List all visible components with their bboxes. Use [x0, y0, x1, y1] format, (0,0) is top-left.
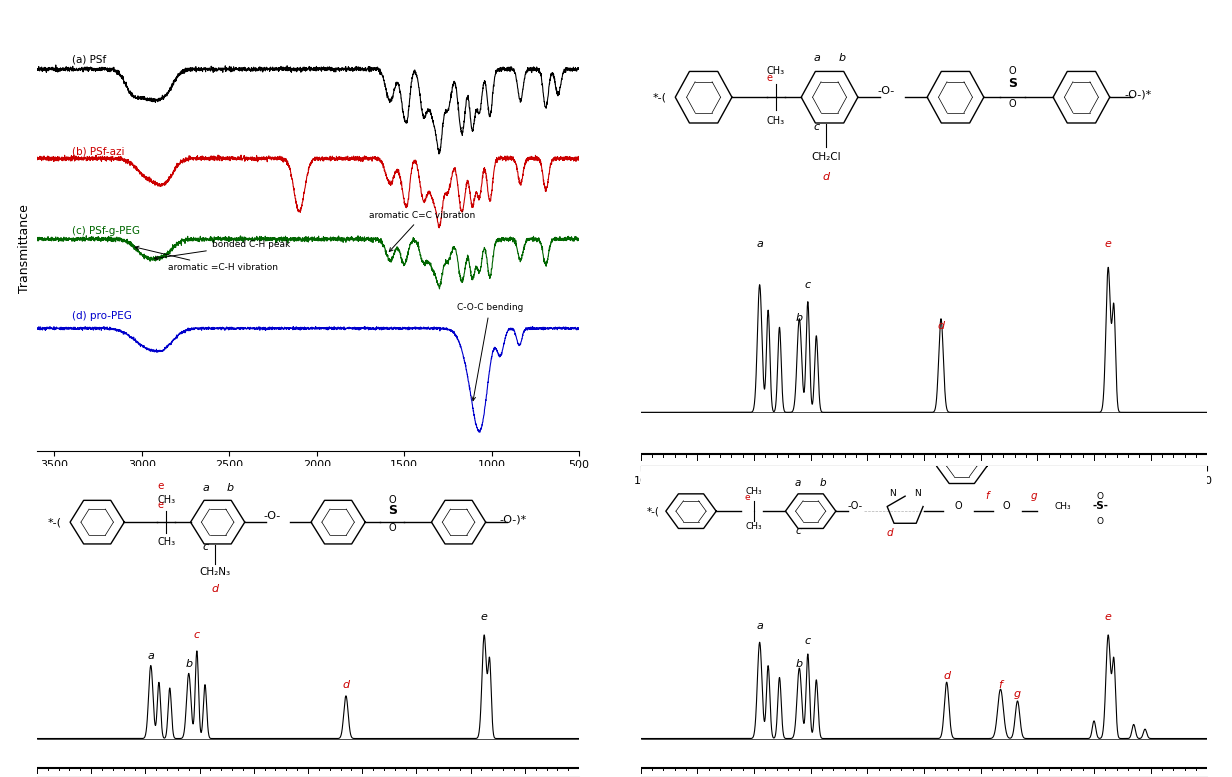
Text: b: b	[185, 660, 192, 670]
Text: (a) PSf: (a) PSf	[71, 54, 106, 64]
Text: (b) PSf-azi: (b) PSf-azi	[71, 146, 124, 156]
X-axis label: Wavenumner (cm⁻¹): Wavenumner (cm⁻¹)	[238, 476, 378, 489]
Text: c: c	[804, 636, 811, 646]
Text: d: d	[342, 680, 350, 690]
Text: C-O-C bending: C-O-C bending	[457, 304, 524, 401]
Text: b: b	[796, 660, 803, 670]
Text: bonded C-H peak: bonded C-H peak	[154, 239, 290, 260]
Text: aromatic =C-H vibration: aromatic =C-H vibration	[136, 246, 278, 273]
Text: f: f	[999, 680, 1003, 690]
Y-axis label: Transmittance: Transmittance	[18, 204, 31, 293]
Text: aromatic C=C vibration: aromatic C=C vibration	[370, 211, 476, 252]
Text: d: d	[938, 322, 945, 332]
Text: a: a	[756, 239, 763, 249]
Text: a: a	[756, 621, 763, 631]
Text: d: d	[944, 671, 950, 681]
Text: (d) pro-PEG: (d) pro-PEG	[71, 312, 132, 322]
Text: g: g	[1014, 689, 1021, 699]
Text: e: e	[1105, 239, 1111, 249]
Text: e: e	[1105, 612, 1111, 622]
Text: (c) PSf-g-PEG: (c) PSf-g-PEG	[71, 226, 140, 236]
Text: a: a	[148, 650, 154, 660]
Text: c: c	[804, 280, 811, 290]
Text: b: b	[796, 313, 803, 323]
Text: c: c	[193, 630, 200, 640]
Text: e: e	[480, 612, 488, 622]
